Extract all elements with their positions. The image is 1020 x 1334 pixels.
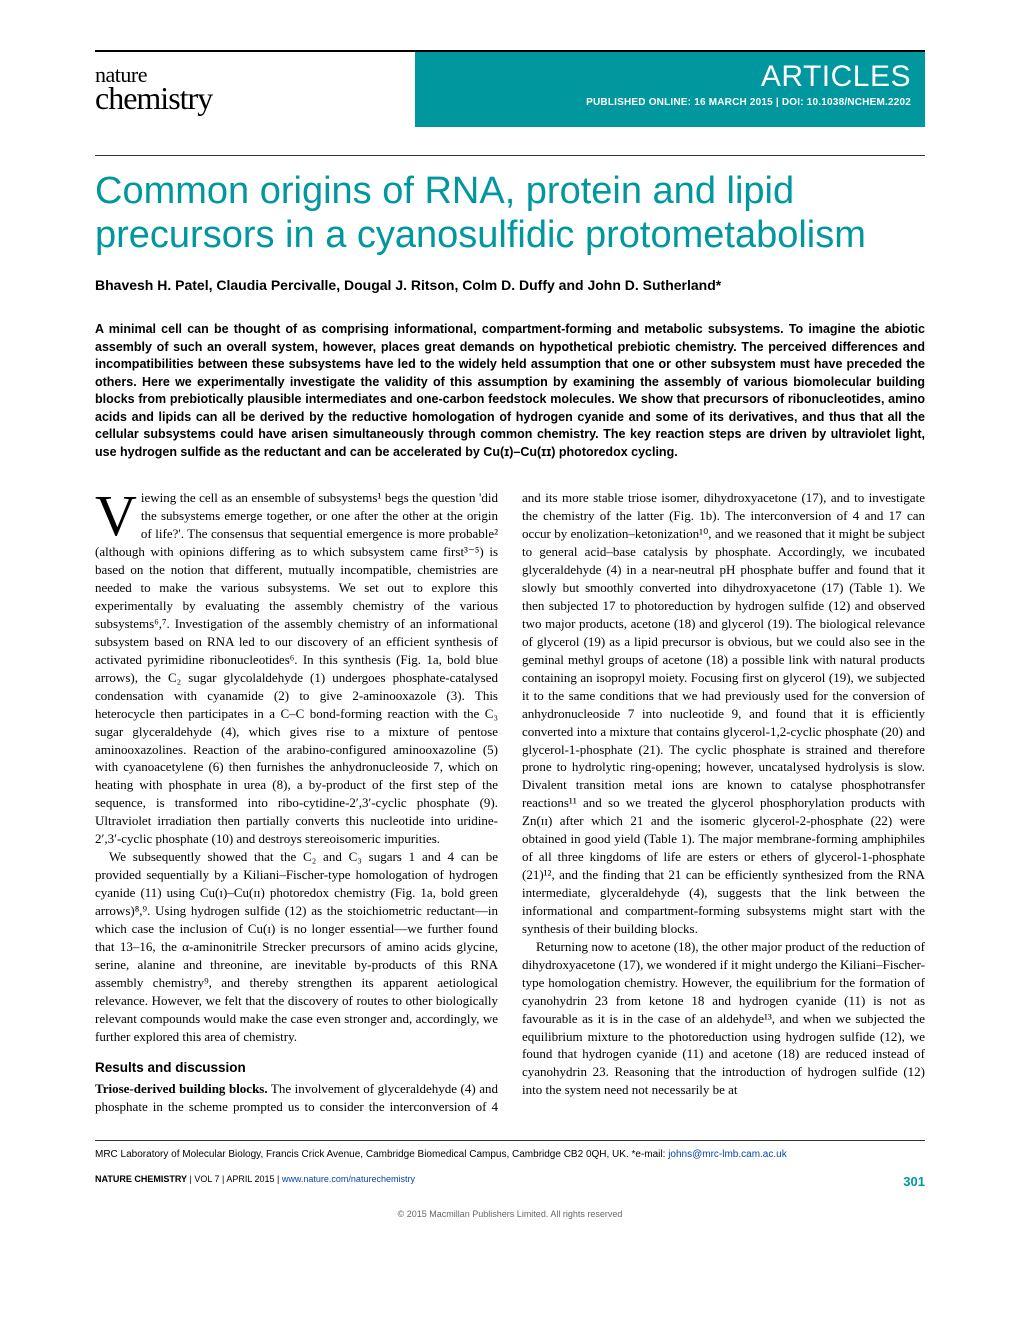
body-text: Viewing the cell as an ensemble of subsy… [95,489,925,1116]
corresponding-email[interactable]: johns@mrc-lmb.cam.ac.uk [668,1149,787,1160]
footer-separator: MRC Laboratory of Molecular Biology, Fra… [95,1140,925,1189]
article-page: nature chemistry ARTICLES PUBLISHED ONLI… [0,0,1020,1249]
footer-left: NATURE CHEMISTRY | VOL 7 | APRIL 2015 | … [95,1174,415,1189]
paragraph-4: Returning now to acetone (18), the other… [522,938,925,1099]
article-title: Common origins of RNA, protein and lipid… [95,155,925,257]
journal-logo: nature chemistry [95,52,415,127]
footer-issue: | VOL 7 | APRIL 2015 | [187,1174,282,1184]
paragraph-1: Viewing the cell as an ensemble of subsy… [95,489,498,848]
section-label: ARTICLES [429,60,911,94]
p1-text: iewing the cell as an ensemble of subsys… [95,490,498,846]
publication-line: PUBLISHED ONLINE: 16 MARCH 2015 | DOI: 1… [429,97,911,108]
pub-date: PUBLISHED ONLINE: 16 MARCH 2015 | [586,97,782,108]
logo-line-2: chemistry [95,80,415,117]
p3-run-in: Triose-derived building blocks. [95,1081,268,1096]
page-footer: NATURE CHEMISTRY | VOL 7 | APRIL 2015 | … [95,1174,925,1189]
footer-brand: NATURE CHEMISTRY [95,1174,187,1184]
dropcap: V [95,489,141,538]
page-number: 301 [903,1174,925,1189]
abstract: A minimal cell can be thought of as comp… [95,321,925,461]
section-heading: Results and discussion [95,1059,498,1078]
affiliation: MRC Laboratory of Molecular Biology, Fra… [95,1149,925,1160]
paragraph-2: We subsequently showed that the C₂ and C… [95,848,498,1045]
doi-link[interactable]: DOI: 10.1038/NCHEM.2202 [782,97,911,108]
affiliation-text: MRC Laboratory of Molecular Biology, Fra… [95,1149,668,1160]
section-banner: ARTICLES PUBLISHED ONLINE: 16 MARCH 2015… [415,52,925,127]
authors-line: Bhavesh H. Patel, Claudia Percivalle, Do… [95,277,925,293]
footer-url[interactable]: www.nature.com/naturechemistry [282,1174,415,1184]
copyright-line: © 2015 Macmillan Publishers Limited. All… [95,1209,925,1219]
header-bar: nature chemistry ARTICLES PUBLISHED ONLI… [95,50,925,127]
